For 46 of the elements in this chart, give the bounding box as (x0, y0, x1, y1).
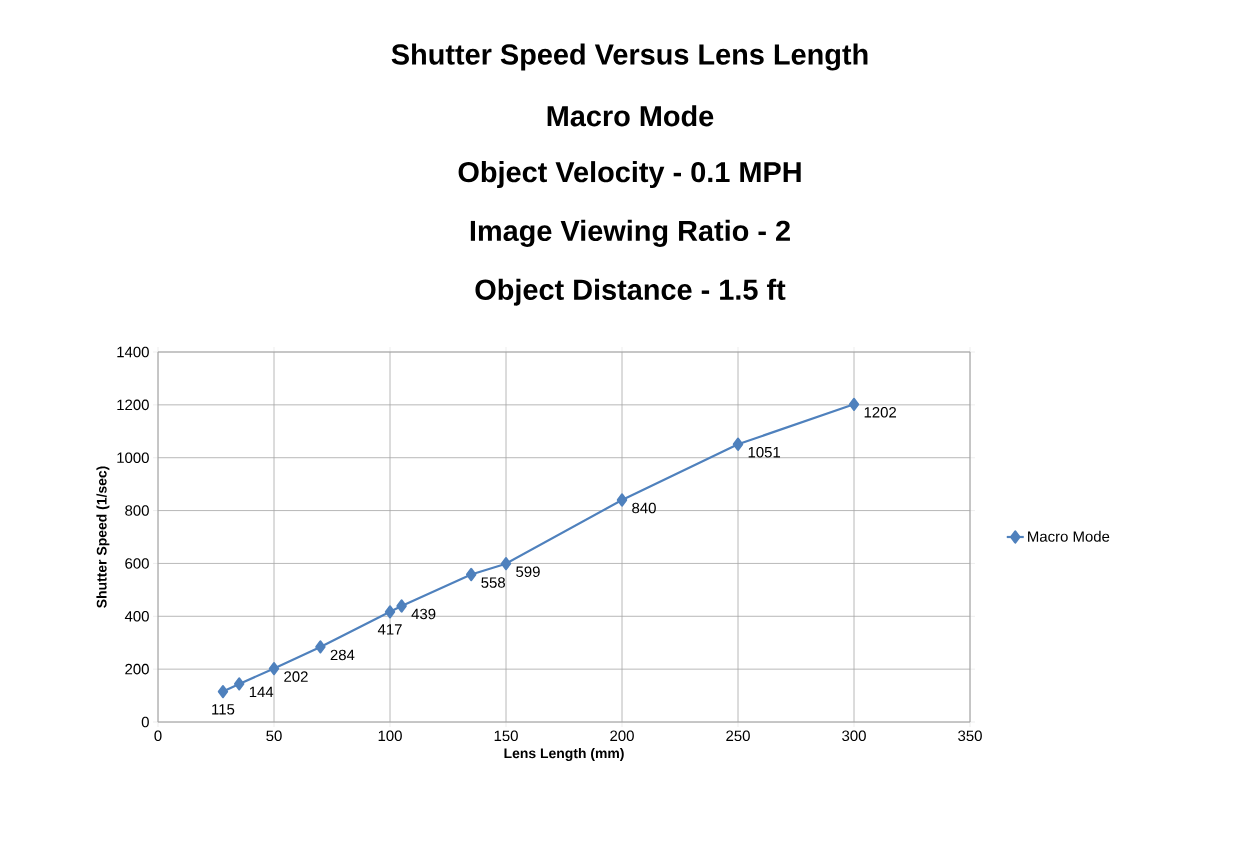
text: Image Viewing Ratio - 2 (470, 219, 790, 247)
point (315, 640, 326, 654)
point (384, 605, 396, 619)
y-tick-label: 800 (125, 505, 149, 516)
x-axis-title: Lens Length (mm) (504, 747, 624, 761)
point (848, 397, 860, 411)
point (217, 685, 229, 699)
data-label: 558 (481, 577, 505, 588)
data-label: 599 (516, 566, 540, 577)
chart-subtitle: Macro Mode (547, 105, 714, 127)
y-tick-label: 1000 (117, 452, 149, 463)
data-label: 144 (249, 686, 274, 698)
y-tick-label: 0 (141, 716, 149, 728)
y-tick-label: 1400 (117, 346, 149, 358)
point (732, 437, 744, 451)
point (465, 567, 477, 582)
y-tick-label: 1200 (117, 399, 149, 411)
point (500, 557, 512, 571)
data-label: 439 (411, 608, 436, 620)
data-label: 115 (212, 704, 235, 715)
legend-label: Macro Mode (1028, 530, 1110, 542)
y-tick-label: 200 (125, 663, 149, 675)
chart-title: Shutter Speed Versus Lens Length (391, 43, 868, 71)
point (396, 599, 407, 613)
x-tick-label: 250 (726, 730, 750, 742)
x-tick-label: 350 (958, 730, 982, 742)
x-tick-label: 150 (494, 730, 518, 742)
point (268, 662, 280, 676)
y-tick-label: 400 (124, 610, 149, 622)
data-label: 202 (284, 671, 308, 682)
point (233, 677, 245, 691)
data-label: 840 (632, 502, 656, 514)
text: Object Velocity - 0.1 MPH (458, 161, 801, 189)
x-tick-label: 200 (610, 730, 634, 742)
x-tick-label: 300 (842, 730, 866, 742)
text: Object Distance - 1.5 ft (475, 278, 786, 306)
y-axis-title: Shutter Speed (1/sec) (96, 466, 110, 608)
data-label: 284 (330, 649, 355, 661)
point (616, 493, 628, 507)
x-tick-label: 100 (378, 730, 402, 742)
data-label: 1202 (864, 407, 897, 418)
y-tick-label: 600 (125, 558, 149, 569)
x-tick-label: 0 (154, 730, 162, 742)
data-label: 1051 (748, 446, 781, 458)
x-tick-label: 50 (266, 730, 282, 742)
data-label: 417 (377, 624, 402, 635)
